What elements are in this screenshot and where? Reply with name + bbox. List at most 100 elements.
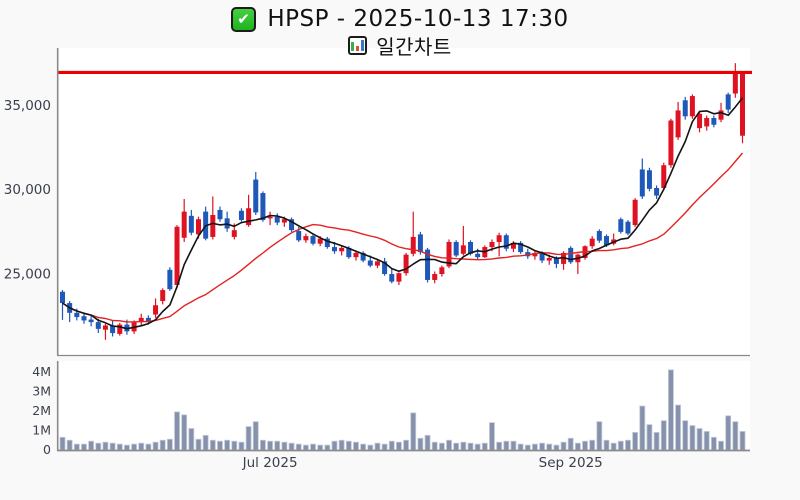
- volume-bar: [102, 441, 109, 451]
- volume-bar: [81, 443, 87, 451]
- volume-bar: [73, 443, 80, 451]
- volume-bar: [710, 436, 717, 451]
- volume-bar: [431, 441, 438, 451]
- page-title: HPSP - 2025-10-13 17:30: [267, 6, 569, 32]
- volume-bar: [295, 443, 302, 451]
- volume-bar: [367, 444, 374, 451]
- candle-body-up: [374, 261, 380, 266]
- volume-bar: [181, 414, 188, 451]
- volume-bar: [696, 428, 703, 451]
- volume-bar: [703, 431, 710, 451]
- candle-body-down: [217, 209, 223, 220]
- candle-body-down: [417, 234, 423, 253]
- date-axis-label: Sep 2025: [539, 455, 603, 471]
- volume-bar: [396, 441, 402, 451]
- volume-bar: [310, 443, 316, 451]
- candle-body-up: [661, 165, 667, 189]
- candle-body-up: [740, 72, 745, 136]
- page-subtitle: 일간차트: [376, 34, 452, 59]
- candle-body-down: [382, 261, 388, 275]
- candle-body-up: [410, 236, 416, 254]
- candle-body-down: [274, 216, 280, 223]
- bar-chart-icon: [348, 35, 368, 55]
- volume-bar: [238, 441, 245, 451]
- volume-axis-label: 2M: [32, 403, 51, 418]
- candle-body-up: [196, 219, 201, 235]
- main-plot-area: [57, 48, 750, 355]
- candle-body-down: [539, 252, 545, 261]
- volume-bar: [617, 440, 624, 451]
- volume-bar: [625, 439, 631, 451]
- candle-body-up: [689, 96, 695, 117]
- candle-body-up: [668, 120, 674, 166]
- volume-bar: [668, 369, 674, 451]
- ma-long-line: [62, 152, 744, 323]
- candle-body-down: [145, 317, 151, 323]
- volume-bar: [682, 420, 689, 451]
- ma-short-line: [62, 97, 744, 330]
- candle-body-down: [332, 247, 337, 252]
- candle-body-down: [310, 236, 316, 244]
- chart-subtitle-row: 일간차트: [0, 31, 800, 59]
- candle-body-up: [675, 110, 681, 138]
- candle-body-up: [281, 219, 287, 223]
- volume-bar: [524, 444, 531, 451]
- candle-body-down: [725, 94, 731, 110]
- candle-body-down: [95, 322, 101, 329]
- candle-body-down: [503, 235, 509, 249]
- volume-bar: [131, 443, 137, 451]
- volume-bar: [381, 443, 388, 451]
- candle-body-up: [460, 245, 466, 254]
- volume-bar: [739, 431, 746, 451]
- volume-bar: [438, 442, 445, 451]
- volume-bar: [353, 441, 359, 451]
- volume-bar: [553, 444, 560, 451]
- volume-bar: [424, 434, 431, 451]
- candle-body-down: [711, 118, 717, 125]
- candle-body-down: [88, 319, 94, 323]
- check-icon: ✔: [231, 6, 257, 32]
- candle-body-down: [682, 100, 688, 117]
- candle-body-up: [153, 305, 159, 315]
- candle-body-down: [468, 241, 473, 254]
- candle-body-down: [110, 325, 116, 334]
- candle-body-up: [339, 247, 345, 252]
- volume-bar: [145, 443, 152, 451]
- volume-bar: [388, 440, 395, 451]
- volume-bar: [217, 440, 223, 451]
- volume-bar: [718, 440, 724, 451]
- volume-axis-label: 0: [43, 442, 51, 457]
- volume-bars: [59, 369, 746, 451]
- candle-body-down: [604, 236, 609, 246]
- volume-bar: [231, 440, 238, 451]
- volume-bar: [446, 439, 452, 451]
- candle-body-down: [425, 249, 431, 280]
- volume-bar: [374, 442, 381, 451]
- volume-bar: [639, 405, 646, 451]
- candle-body-up: [403, 254, 409, 274]
- price-axis-label: 25,000: [4, 267, 51, 283]
- candle-body-down: [518, 242, 524, 253]
- candle-body-up: [267, 216, 273, 219]
- candle-body-down: [568, 247, 574, 263]
- volume-bar: [338, 439, 345, 451]
- volume-bar: [267, 440, 273, 451]
- volume-bar: [245, 426, 252, 451]
- candle-body-up: [732, 72, 738, 94]
- candle-body-down: [324, 238, 330, 248]
- candle-body-up: [396, 273, 402, 282]
- candle-body-down: [389, 274, 395, 282]
- volume-bar: [503, 440, 510, 451]
- volume-bar: [474, 443, 481, 451]
- volume-bar: [653, 432, 660, 451]
- volume-bar: [202, 434, 209, 451]
- volume-bar: [453, 442, 460, 451]
- volume-bar: [360, 443, 367, 451]
- candle-body-down: [639, 169, 645, 197]
- candle-body-up: [138, 317, 144, 323]
- bar-chart-icon-green-bar: [351, 41, 355, 51]
- candle-body-up: [439, 267, 445, 275]
- volume-bar: [660, 420, 667, 451]
- volume-bar: [288, 442, 295, 451]
